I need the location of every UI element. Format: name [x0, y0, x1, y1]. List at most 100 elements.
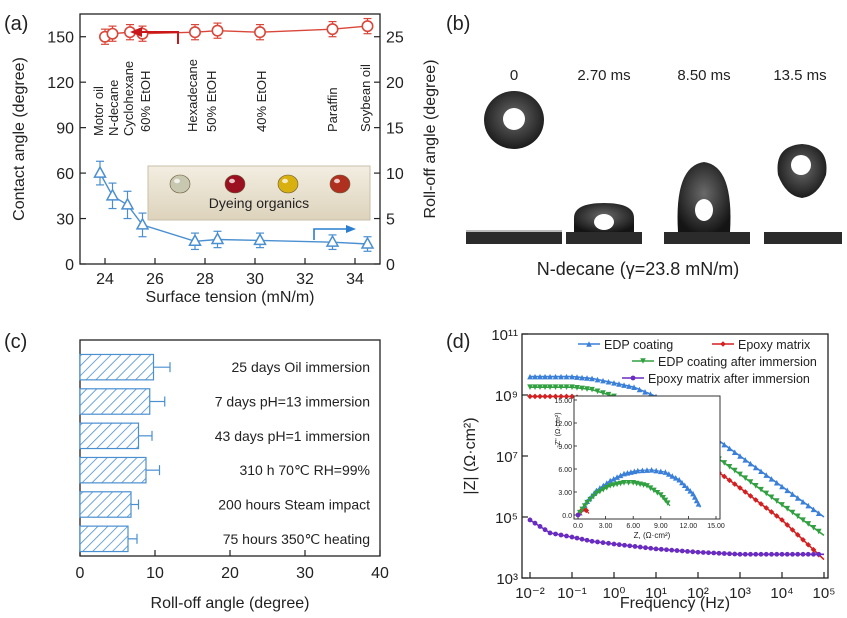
marker	[789, 491, 796, 497]
marker	[614, 474, 620, 480]
left-axis-arrow	[140, 31, 179, 44]
marker	[577, 509, 583, 516]
marker	[558, 384, 564, 391]
x-tick-label: 10⁻¹	[557, 585, 587, 602]
marker	[626, 383, 632, 389]
marker	[610, 475, 617, 482]
x-tick-label: 10⁻²	[515, 585, 545, 602]
marker	[616, 542, 622, 548]
x-tick-label: 10⁰	[603, 585, 626, 602]
marker	[732, 551, 738, 557]
liquid-label: Motor oil	[91, 86, 106, 136]
marker	[721, 551, 727, 556]
x-tick-label: 24	[96, 271, 114, 288]
y2-tick-label: 10	[386, 166, 404, 183]
marker	[805, 502, 812, 509]
x-tick-label: 34	[346, 271, 364, 288]
frame-times: 0 2.70 ms 8.50 ms 13.5 ms	[510, 67, 827, 84]
marker	[768, 509, 775, 515]
right-axis-arrowhead	[346, 225, 356, 233]
marker	[579, 506, 586, 513]
marker	[569, 373, 575, 380]
panel-c-axes: 0 10 20 30 40	[76, 550, 389, 582]
marker	[552, 393, 559, 400]
inset-photo	[147, 165, 371, 221]
marker	[810, 524, 817, 531]
marker	[684, 485, 691, 491]
legend-label: EDP coating after immersion	[658, 355, 817, 369]
marker	[631, 384, 637, 391]
rolloff-point	[325, 234, 340, 247]
inset-y-tick-label: 3.00	[558, 490, 572, 497]
marker	[690, 549, 696, 555]
droplet-highlight	[791, 155, 811, 175]
panel-d-axes: 10⁻² 10⁻¹ 10⁰ 10¹ 10² 10³ 10⁴ 10⁵ 10³ 10⁵ 10⁷ 10⁹ 10…	[491, 327, 835, 602]
marker	[527, 384, 533, 391]
droplet-glint	[174, 178, 180, 184]
marker	[584, 375, 590, 381]
marker	[753, 551, 759, 557]
marker	[763, 551, 769, 557]
inset-data: 0.0 3.00 6.00 9.00 12.00 15.00 0.0 3.00 6.00 9.00…	[554, 398, 724, 530]
marker	[685, 548, 690, 554]
marker	[789, 527, 796, 533]
inset-y-tick-label: 15.00	[554, 398, 572, 405]
bar-label: 75 hours 350℃ heating	[223, 531, 370, 547]
panel-b-caption: N-decane (γ=23.8 mN/m)	[537, 259, 740, 279]
inset-y-tick-label: 0.0	[562, 513, 572, 520]
panel-a-axes: 24 26 28 30 32 34 0 30 60 90 120 150 0 5 10 15 20 25	[47, 30, 404, 288]
panel-b-label: (b)	[446, 13, 470, 35]
marker	[662, 469, 669, 475]
marker	[563, 393, 570, 400]
panel-d: (d) 10⁻² 10⁻¹ 10⁰ 10¹ 10² 10³ 10⁴ 10⁵10³10⁵10⁷1…	[446, 327, 835, 612]
legend-label: Epoxy matrix	[738, 338, 811, 352]
marker	[742, 475, 749, 481]
inset-y-tick-label: 6.00	[558, 467, 572, 474]
inset-x-tick-label: 0.0	[573, 523, 583, 530]
marker	[622, 542, 627, 548]
marker	[630, 375, 636, 381]
marker	[679, 548, 685, 554]
marker	[800, 551, 806, 557]
rolloff-point	[210, 231, 225, 245]
marker	[805, 541, 812, 548]
marker	[779, 502, 785, 508]
droplet	[329, 174, 351, 194]
x-tick-label: 10⁵	[813, 585, 836, 602]
marker	[810, 546, 817, 553]
marker	[747, 460, 754, 467]
marker	[758, 486, 764, 493]
marker	[569, 393, 575, 400]
marker	[611, 541, 617, 547]
marker	[773, 513, 780, 519]
marker	[625, 480, 632, 486]
marker	[666, 471, 672, 477]
marker	[616, 381, 622, 387]
marker	[537, 373, 543, 380]
contact-angle-point	[361, 20, 374, 33]
marker	[547, 384, 553, 391]
marker	[747, 479, 754, 485]
marker	[721, 473, 728, 480]
y-tick-label: 10⁵	[495, 510, 518, 527]
liquid-label: N-decane	[106, 80, 121, 136]
panel-c-bars: 25 days Oil immersion 7 days pH=13 immers…	[79, 353, 370, 553]
marker	[558, 393, 564, 400]
marker	[747, 493, 754, 499]
rolloff-point	[105, 188, 120, 201]
right-axis-arrow	[313, 228, 348, 240]
marker	[640, 358, 646, 364]
marker	[542, 373, 548, 380]
marker	[594, 376, 601, 383]
marker	[693, 497, 700, 504]
frame-time-3: 8.50 ms	[677, 67, 730, 84]
frame-time-4: 13.5 ms	[773, 67, 826, 84]
marker	[632, 544, 638, 549]
panel-a: (a) 24 26 28 30 32 3403060901201500510152025 …	[4, 13, 439, 306]
marker	[784, 505, 791, 512]
marker	[794, 532, 801, 538]
marker	[742, 551, 748, 557]
marker	[542, 393, 548, 400]
marker	[721, 441, 728, 448]
